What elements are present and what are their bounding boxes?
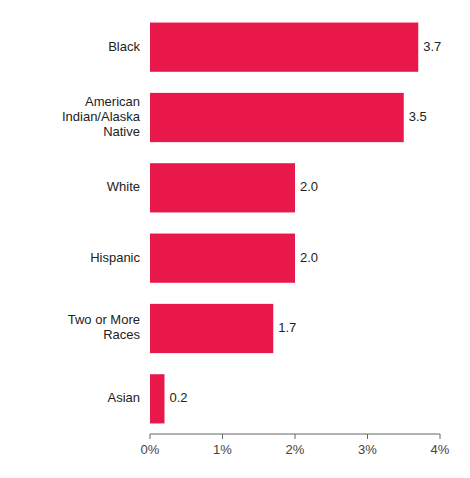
x-tick-label: 2% [286,442,305,457]
x-tick-label: 4% [431,442,450,457]
x-tick [440,434,441,439]
category-label: Two or MoreRaces [68,312,141,342]
data-label: 3.5 [409,109,427,124]
bar [150,93,404,142]
category-label: Hispanic [90,250,140,265]
bars [150,23,418,424]
data-label: 2.0 [300,250,318,265]
data-label: 0.2 [170,390,188,405]
x-tick-label: 1% [213,442,232,457]
x-tick-label: 3% [358,442,377,457]
category-label-line: Native [103,124,140,139]
category-label-line: Black [108,39,140,54]
x-tick [295,434,296,439]
category-label: Black [108,39,140,54]
chart-svg: 3.7 3.5 2.0 2.0 1.7 0.2 Black AmericanIndian/Al… [0,0,470,478]
bar [150,374,165,423]
x-tick [367,434,368,439]
bar [150,304,273,353]
data-label: 3.7 [423,39,441,54]
category-label-line: Asian [107,390,140,405]
chart-container: 3.7 3.5 2.0 2.0 1.7 0.2 Black AmericanIndian/Al… [0,0,470,478]
bar [150,163,295,212]
category-label: White [107,179,140,194]
x-tick-label: 0% [141,442,160,457]
category-label-line: Hispanic [90,250,140,265]
bar [150,23,418,72]
category-label-line: Indian/Alaska [62,109,141,124]
data-label: 1.7 [278,320,296,335]
x-tick [222,434,223,439]
category-label-line: American [85,94,140,109]
category-label-line: Races [103,327,140,342]
category-label: AmericanIndian/AlaskaNative [62,94,141,139]
category-label-line: Two or More [68,312,140,327]
bar [150,234,295,283]
x-tick [150,434,151,439]
data-label: 2.0 [300,179,318,194]
category-label-line: White [107,179,140,194]
category-label: Asian [107,390,140,405]
